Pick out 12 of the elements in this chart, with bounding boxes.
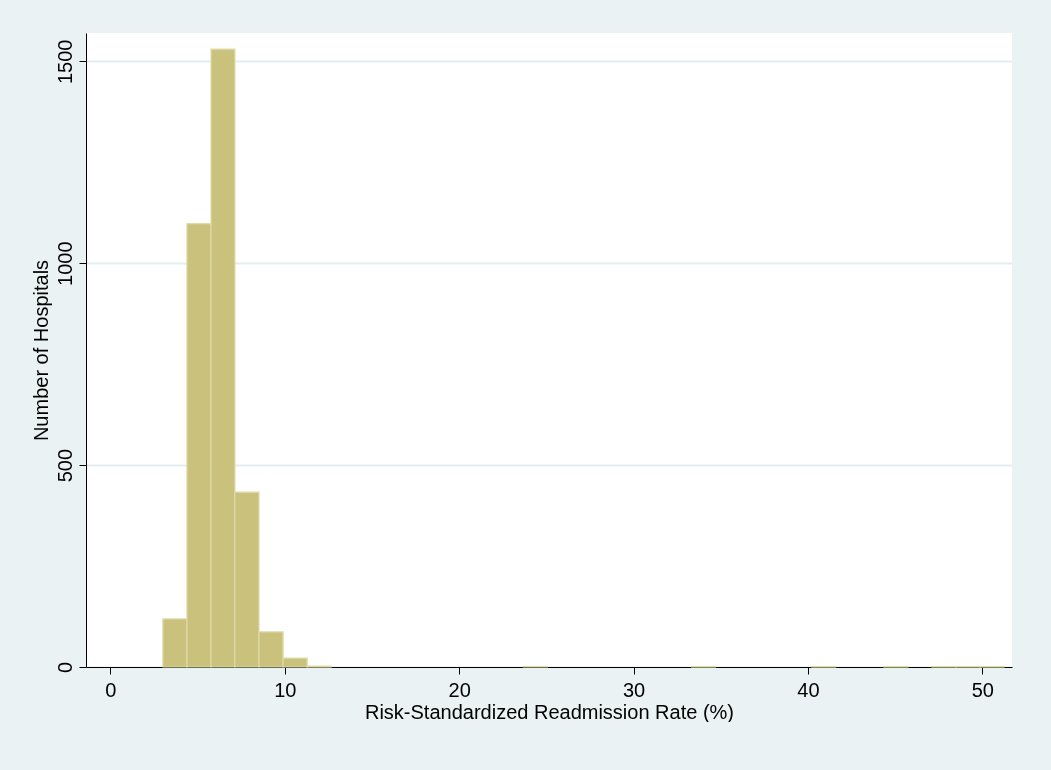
y-axis-title: Number of Hospitals [29, 259, 52, 442]
x-tick-label: 0 [105, 678, 117, 701]
x-tick-label: 30 [622, 678, 646, 701]
x-axis-title: Risk-Standardized Readmission Rate (%) [364, 700, 735, 723]
y-tick-label: 500 [53, 448, 76, 483]
x-tick-label: 40 [797, 678, 820, 701]
y-tick-label: 1000 [53, 241, 76, 286]
y-tick-label: 0 [53, 661, 76, 674]
x-tick-label: 20 [448, 678, 471, 701]
y-tick-label: 1500 [53, 39, 76, 85]
x-tick-label: 50 [971, 678, 994, 701]
x-tick-label: 10 [274, 678, 297, 701]
